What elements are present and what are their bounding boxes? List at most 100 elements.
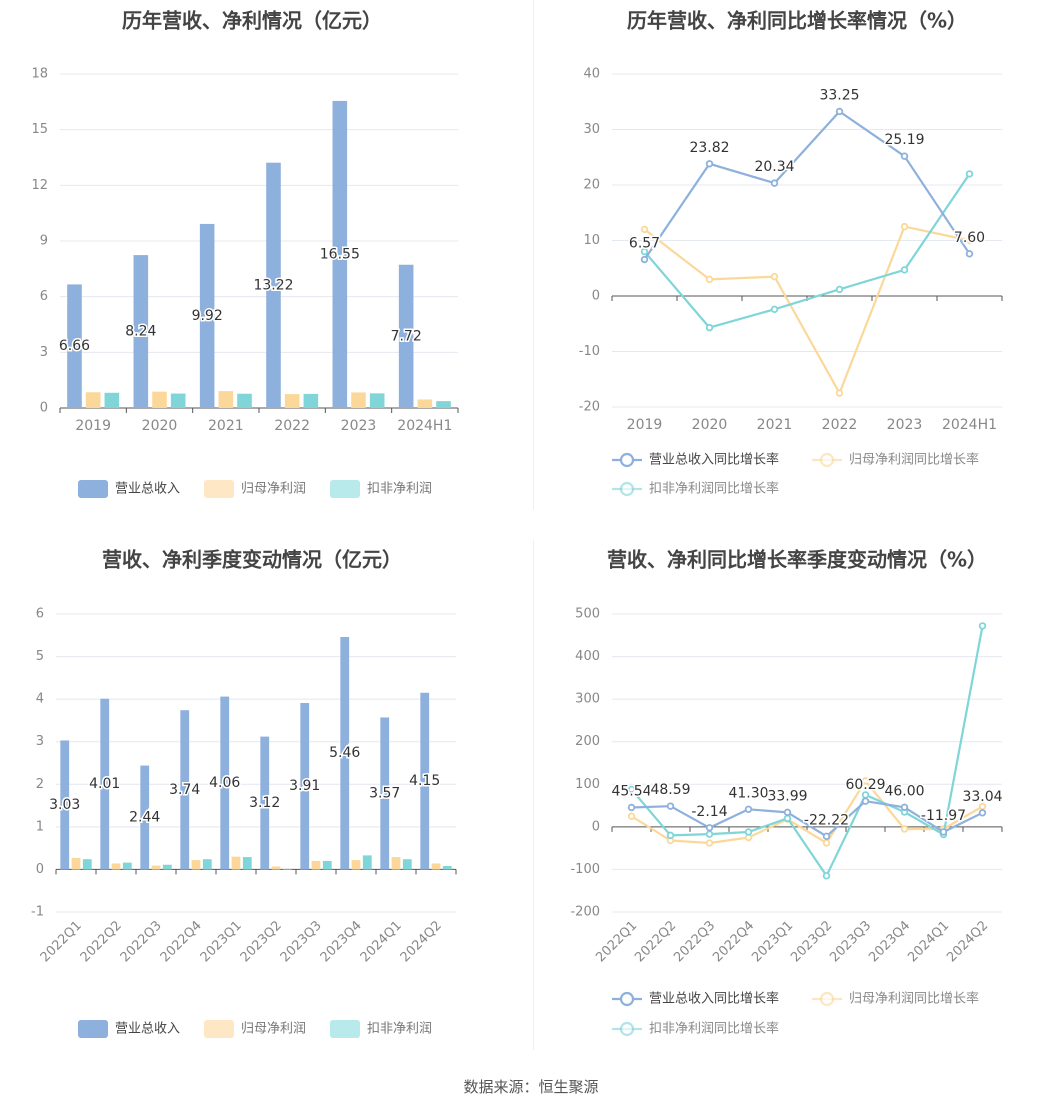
revenue-growth-point bbox=[705, 824, 714, 832]
revenue-value-label: 8.24 bbox=[125, 324, 156, 340]
deducted-profit-growth-point bbox=[770, 305, 779, 314]
deducted-profit-bar bbox=[122, 862, 132, 870]
revenue-growth-value-label: 48.59 bbox=[650, 782, 690, 798]
legend-marker bbox=[819, 991, 835, 1007]
net-profit-growth-point bbox=[627, 812, 636, 820]
data-source-note: 数据来源：恒生聚源 bbox=[463, 1078, 599, 1096]
legend-label: 归母净利润同比增长率 bbox=[849, 991, 979, 1007]
net-profit-growth-point bbox=[705, 839, 714, 847]
net-profit-growth-point bbox=[900, 222, 909, 231]
y-tick-label: 200 bbox=[575, 734, 600, 749]
revenue-value-label: 4.15 bbox=[409, 773, 440, 789]
revenue-growth-value-label: 25.19 bbox=[884, 132, 924, 148]
annual-growth-rate-chart: 历年营收、净利同比增长率情况（%） -20 -10 0 10 20 30 40 2019 2020… bbox=[579, 9, 1003, 497]
x-tick-label: 2024H1 bbox=[397, 418, 452, 434]
revenue-value-label: 3.74 bbox=[169, 782, 200, 798]
revenue-bar bbox=[180, 710, 190, 870]
revenue-bar bbox=[332, 100, 348, 409]
revenue-growth-value-label: 23.82 bbox=[689, 140, 729, 156]
revenue-growth-point bbox=[965, 250, 974, 258]
chart-title: 历年营收、净利同比增长率情况（%） bbox=[627, 9, 967, 33]
x-tick-label: 2022Q1 bbox=[38, 918, 85, 965]
y-tick-label: 0 bbox=[36, 862, 44, 877]
net-profit-growth-point bbox=[640, 225, 649, 234]
legend-label: 扣非净利润 bbox=[367, 1022, 432, 1037]
revenue-growth-value-label: 20.34 bbox=[754, 159, 794, 175]
deducted-profit-bar bbox=[282, 869, 292, 870]
x-tick-label: 2019 bbox=[627, 417, 663, 433]
deducted-profit-bar bbox=[442, 866, 452, 870]
deducted-profit-growth-point bbox=[783, 814, 792, 823]
revenue-bar bbox=[398, 264, 414, 408]
net-profit-bar bbox=[151, 865, 161, 870]
x-tick-label: 2022Q3 bbox=[118, 918, 165, 965]
revenue-value-label: 13.22 bbox=[253, 277, 293, 293]
x-tick-label: 2023Q2 bbox=[238, 918, 285, 965]
revenue-bar bbox=[260, 736, 270, 870]
y-tick-label: 15 bbox=[31, 122, 48, 137]
x-tick-label: 2022Q1 bbox=[593, 918, 640, 965]
deducted-profit-bar bbox=[162, 864, 172, 870]
revenue-value-label: 3.12 bbox=[249, 795, 280, 811]
revenue-value-label: 6.66 bbox=[59, 338, 90, 354]
revenue-growth-point bbox=[744, 805, 753, 813]
deducted-profit-growth-point bbox=[744, 828, 753, 836]
revenue-bar bbox=[300, 702, 310, 870]
deducted-profit-growth-point bbox=[965, 170, 974, 178]
x-tick-label: 2020 bbox=[692, 417, 728, 433]
legend-label: 归母净利润 bbox=[241, 1022, 306, 1037]
net-profit-bar bbox=[431, 863, 441, 870]
revenue-growth-point bbox=[640, 255, 649, 264]
revenue-growth-value-label: 33.25 bbox=[819, 87, 859, 103]
y-tick-label: 30 bbox=[583, 122, 600, 137]
revenue-growth-point bbox=[835, 107, 844, 116]
net-profit-growth-line bbox=[643, 225, 970, 395]
revenue-growth-point bbox=[939, 828, 948, 836]
deducted-profit-growth-line bbox=[630, 625, 984, 877]
revenue-value-label: 2.44 bbox=[129, 809, 160, 825]
legend-marker bbox=[819, 452, 835, 468]
revenue-growth-point bbox=[770, 179, 779, 187]
y-tick-label: 18 bbox=[31, 67, 48, 82]
y-tick-label: 2 bbox=[36, 777, 44, 792]
x-tick-label: 2019 bbox=[75, 418, 111, 434]
net-profit-bar bbox=[85, 392, 101, 408]
y-tick-label: 12 bbox=[31, 178, 48, 193]
y-tick-label: 10 bbox=[583, 233, 600, 248]
revenue-bar bbox=[380, 717, 390, 870]
legend-swatch bbox=[78, 1020, 108, 1038]
legend-swatch bbox=[204, 1020, 234, 1038]
deducted-profit-bar bbox=[362, 855, 372, 870]
y-tick-label: -10 bbox=[579, 344, 600, 359]
revenue-growth-point bbox=[978, 809, 987, 817]
revenue-bar bbox=[67, 284, 82, 408]
net-profit-bar bbox=[417, 399, 433, 408]
deducted-profit-bar bbox=[170, 393, 186, 408]
revenue-bar bbox=[266, 162, 281, 408]
x-tick-label: 2024Q1 bbox=[905, 918, 952, 965]
x-tick-label: 2024Q2 bbox=[944, 918, 991, 965]
y-tick-label: 3 bbox=[36, 734, 44, 749]
deducted-profit-growth-line bbox=[643, 173, 971, 329]
revenue-bar bbox=[60, 740, 70, 870]
revenue-bar bbox=[199, 223, 215, 408]
net-profit-bar bbox=[351, 392, 366, 408]
x-tick-label: 2023 bbox=[341, 418, 377, 434]
y-tick-label: -100 bbox=[570, 862, 600, 877]
legend-marker bbox=[619, 481, 635, 497]
revenue-growth-value-label: 7.60 bbox=[954, 230, 985, 246]
revenue-growth-point bbox=[627, 803, 636, 812]
chart-title: 营收、净利同比增长率季度变动情况（%） bbox=[607, 548, 987, 572]
deducted-profit-bar bbox=[82, 859, 92, 870]
legend-label: 营业总收入 bbox=[115, 482, 180, 497]
x-tick-label: 2023Q1 bbox=[198, 918, 245, 965]
legend-marker bbox=[619, 1021, 635, 1037]
revenue-value-label: 5.46 bbox=[329, 745, 360, 761]
legend-swatch bbox=[330, 480, 360, 498]
legend-label: 扣非净利润同比增长率 bbox=[649, 481, 779, 497]
revenue-bar bbox=[220, 696, 230, 870]
x-tick-label: 2023Q2 bbox=[788, 918, 835, 965]
deducted-profit-growth-point bbox=[627, 785, 636, 794]
legend-label: 营业总收入同比增长率 bbox=[649, 452, 779, 468]
revenue-growth-value-label: 6.57 bbox=[629, 236, 660, 252]
